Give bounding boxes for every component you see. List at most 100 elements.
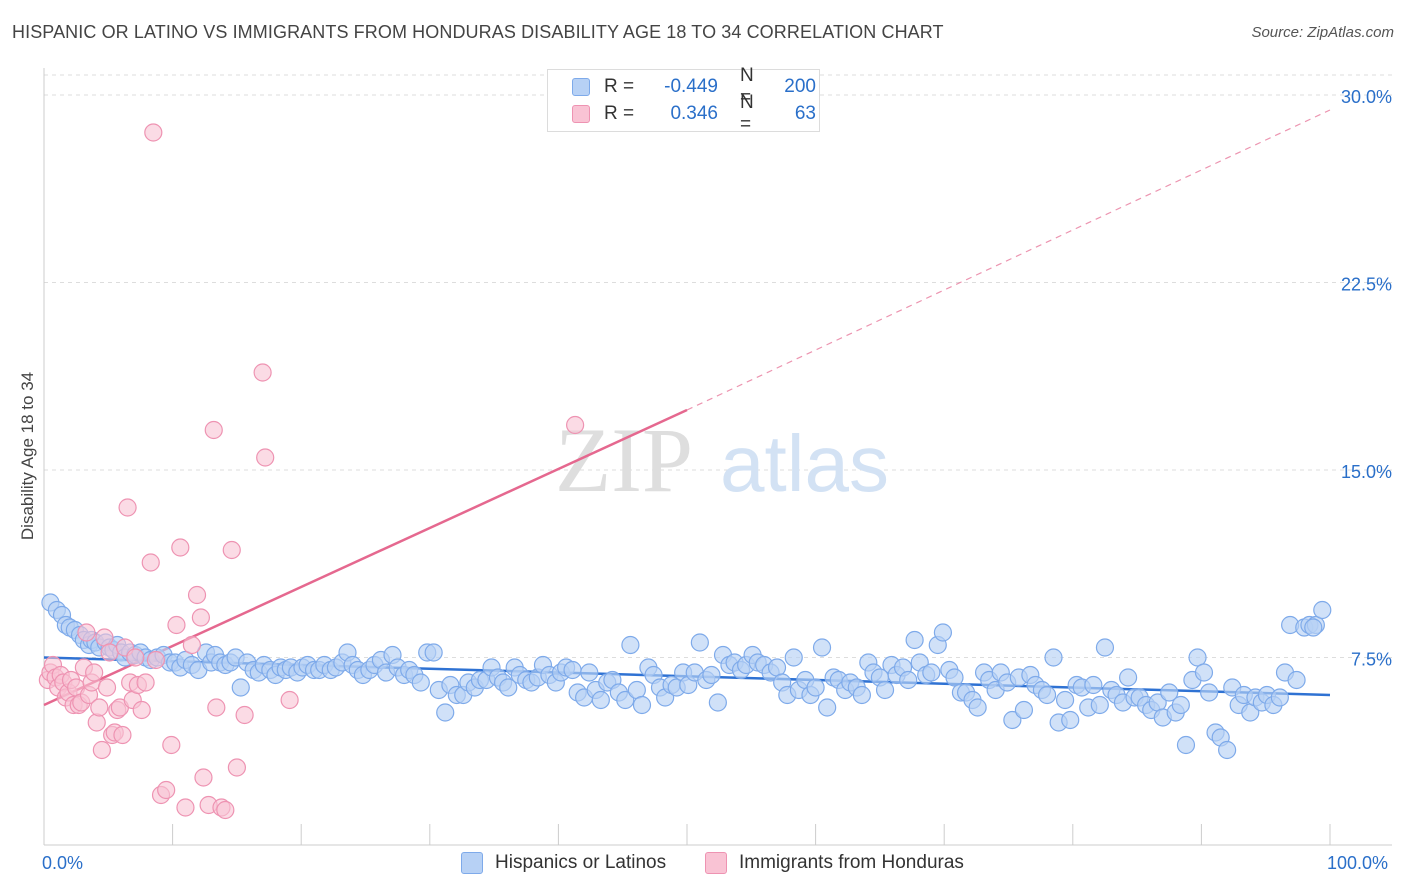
hispanic-point (784, 648, 803, 667)
watermark: ZIP atlas (555, 409, 889, 511)
honduras-point (235, 705, 254, 725)
hispanic-point (806, 678, 825, 697)
hispanic-point (899, 670, 918, 690)
honduras-point (191, 608, 210, 627)
hispanic-point (1061, 710, 1080, 730)
hispanic-point (812, 638, 832, 657)
hispanic-point (1003, 710, 1022, 730)
hispanic-point (1188, 648, 1207, 667)
honduras-point (204, 420, 223, 440)
hispanic-point (1304, 618, 1323, 637)
hispanic-point (1287, 670, 1306, 690)
hispanic-point (1176, 735, 1196, 755)
hispanic-point (563, 660, 582, 680)
hispanic-point (818, 698, 837, 717)
honduras-point (207, 698, 226, 717)
honduras-point (256, 448, 275, 467)
hispanic-point (1200, 683, 1219, 702)
r-label: R = (604, 76, 635, 97)
y-tick-label: 22.5% (1341, 275, 1392, 295)
hispanic-point (632, 695, 652, 715)
y-axis-label: Disability Age 18 to 34 (18, 371, 37, 541)
series-legend: Hispanics or Latinos Immigrants from Hon… (0, 852, 1406, 878)
honduras-point (253, 363, 272, 382)
hispanic-point (1084, 675, 1103, 695)
honduras-point (85, 663, 104, 682)
honduras-point (187, 585, 207, 605)
hispanic-point (922, 663, 941, 682)
axes (43, 68, 1392, 846)
honduras-point (136, 673, 155, 692)
hispanic-point (499, 678, 518, 697)
hispanic-point (1313, 600, 1332, 620)
honduras-point (118, 498, 137, 517)
honduras-point (90, 698, 109, 717)
honduras-point (146, 650, 165, 670)
honduras-point (100, 643, 119, 662)
hispanic-point (875, 680, 895, 700)
honduras-point (141, 553, 160, 572)
r-value-hispanic: -0.449 (664, 76, 718, 97)
y-tick-label: 15.0% (1341, 462, 1392, 482)
honduras-point (97, 678, 117, 697)
hispanic-point (1055, 690, 1075, 710)
legend-swatch-pink (572, 105, 590, 123)
n-label: N = (740, 65, 754, 108)
gridlines (44, 74, 1392, 658)
honduras-point (77, 623, 96, 642)
source-label: Source: ZipAtlas.com (1251, 24, 1394, 41)
hispanic-point (1194, 663, 1214, 682)
honduras-point (87, 713, 106, 732)
x-min-label: 0.0% (42, 853, 84, 873)
honduras-point (92, 740, 111, 760)
honduras-point (167, 615, 186, 635)
hispanic-point (411, 673, 430, 692)
stats-legend: R = -0.449 N = 200 R = 0.346 N = 63 (547, 65, 820, 135)
hispanic-point (1171, 695, 1190, 715)
hispanic-point (1095, 638, 1115, 657)
honduras-point (194, 768, 213, 787)
honduras-point (171, 538, 190, 557)
x-max-label: 100.0% (1327, 853, 1389, 873)
hispanic-point (968, 698, 987, 717)
honduras-point (566, 415, 585, 435)
hispanic-point (933, 623, 953, 642)
honduras-point (222, 540, 241, 560)
series-swatch-blue (461, 852, 483, 874)
chart-title: HISPANIC OR LATINO VS IMMIGRANTS FROM HO… (12, 22, 944, 42)
series-name-honduras: Immigrants from Honduras (739, 852, 964, 873)
hispanic-point (690, 633, 709, 652)
hispanic-point (1270, 688, 1289, 707)
honduras-point (132, 700, 151, 720)
honduras-point (113, 725, 132, 745)
hispanic-point (616, 690, 635, 710)
n-value-honduras: 63 (794, 103, 816, 124)
hispanic-point (1014, 700, 1034, 720)
hispanic-point (1218, 740, 1237, 760)
honduras-point (126, 648, 145, 667)
honduras-points (38, 123, 585, 820)
honduras-trend-extension (686, 109, 1331, 411)
hispanic-point (1037, 685, 1057, 705)
honduras-point (280, 690, 299, 710)
hispanic-point (1118, 668, 1138, 687)
hispanic-point (945, 668, 964, 687)
hispanic-point (580, 663, 599, 682)
hispanic-point (1044, 648, 1063, 667)
honduras-point (216, 800, 235, 820)
y-tick-label: 7.5% (1351, 650, 1392, 670)
watermark-atlas: atlas (720, 419, 889, 508)
hispanic-point (852, 685, 871, 705)
hispanic-point (621, 635, 640, 655)
r-label: R = (604, 103, 635, 124)
legend-row-hispanic: R = -0.449 N = 200 (572, 65, 816, 108)
series-legend-hispanic: Hispanics or Latinos (461, 852, 666, 874)
hispanic-point (1160, 683, 1179, 702)
hispanic-point (436, 703, 455, 722)
honduras-point (157, 780, 176, 800)
series-swatch-pink (705, 852, 727, 874)
y-tick-labels: 7.5% 15.0% 22.5% 30.0% (1341, 87, 1392, 670)
n-value-hispanic: 200 (784, 76, 816, 97)
hispanic-point (702, 665, 721, 685)
